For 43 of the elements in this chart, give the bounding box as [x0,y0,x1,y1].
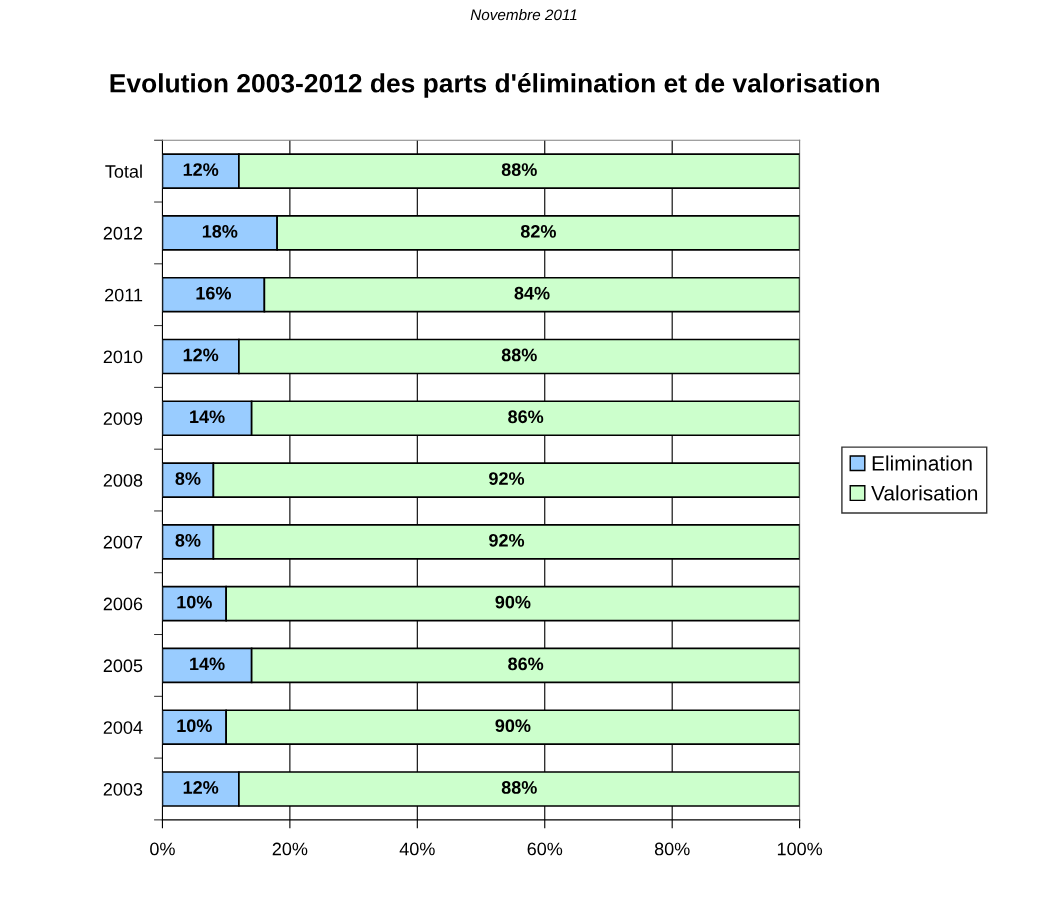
y-tick-label: 2009 [103,412,143,425]
data-label: 12% [183,781,219,794]
data-label: 8% [175,533,201,547]
data-label: 86% [508,410,544,424]
data-label: 88% [501,348,537,362]
text: Novembre 2011 [470,8,577,21]
data-label: 86% [508,657,544,671]
data-label: 92% [489,472,525,485]
chart-title: Evolution 2003-2012 des parts d'élimination et de valorisation [110,72,879,98]
data-label: 82% [520,224,556,238]
x-tick-label: 100% [777,842,823,856]
data-label: 10% [177,595,212,609]
data-label: 12% [183,348,219,362]
y-tick-label: 2004 [103,721,143,734]
data-label: 16% [196,286,232,300]
x-tick-label: 0% [150,842,175,856]
x-tick-label: 60% [527,842,563,856]
y-tick-label: Total [105,164,142,178]
data-label: 90% [495,719,531,733]
data-label: 92% [489,533,525,547]
data-label: 90% [495,595,531,609]
y-tick-label: 2012 [103,226,143,240]
x-tick-label: 40% [399,842,435,856]
data-label: 18% [202,224,238,238]
data-label: 10% [177,719,212,733]
y-tick-label: 2008 [103,474,143,487]
data-label: 84% [514,286,550,300]
x-tick-label: 20% [272,842,308,856]
y-tick-label: 2010 [103,350,143,364]
y-tick-label: 2006 [103,597,143,611]
data-label: 88% [501,163,537,176]
y-tick-label: 2011 [105,288,143,302]
data-label: 12% [183,163,219,176]
y-tick-label: 2005 [103,659,143,673]
data-label: 88% [501,781,537,794]
data-label: 14% [190,657,225,671]
y-tick-label: 2007 [103,535,143,549]
legend-label: Elimination [872,455,972,471]
x-tick-label: 80% [654,842,690,856]
y-tick-label: 2003 [103,782,143,796]
data-label: 14% [190,410,225,424]
data-label: 8% [175,472,201,485]
legend-label: Valorisation [871,485,978,501]
